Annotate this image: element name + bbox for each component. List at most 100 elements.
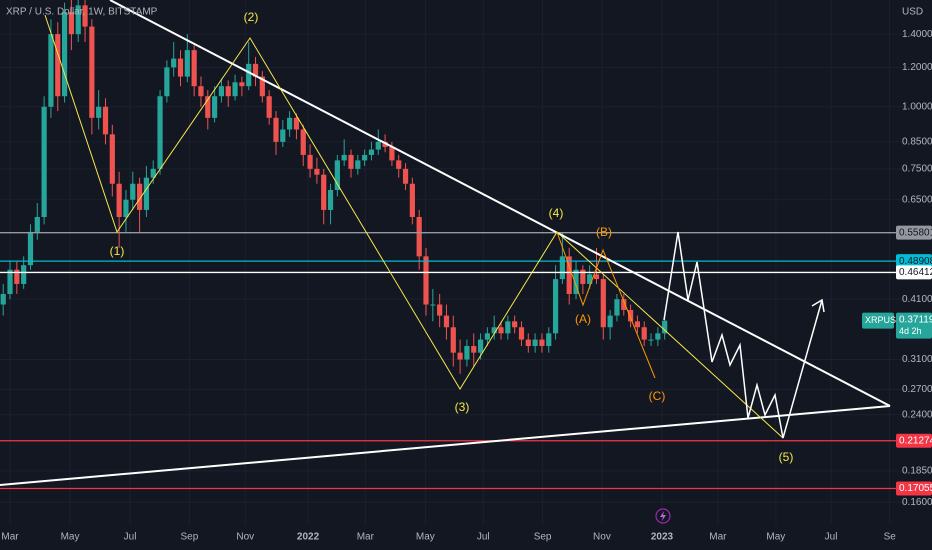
candle-body (655, 333, 661, 340)
candle-body (416, 217, 422, 257)
trend-line (109, 0, 891, 407)
candle-body (409, 183, 415, 218)
candle-body (143, 177, 150, 210)
candle-body (464, 346, 470, 360)
candle-body (259, 76, 265, 97)
candle-body (293, 117, 300, 130)
candle-body (341, 154, 347, 161)
candle-body (300, 129, 306, 155)
candle-body (600, 279, 606, 328)
candle-body (75, 5, 81, 35)
candle-body (102, 106, 109, 135)
candle-body (82, 5, 88, 27)
candle-body (593, 274, 600, 280)
candle-body (402, 168, 409, 184)
level-tag-label: 0.17055 (899, 483, 932, 494)
candle-body (21, 265, 27, 284)
candle-body (484, 333, 490, 340)
x-tick-label: 2023 (651, 532, 674, 543)
level-tag-label: 0.48908 (899, 256, 932, 267)
level-tag (896, 265, 932, 280)
event-icon[interactable] (655, 508, 671, 524)
candle-body (396, 160, 402, 169)
level-tag (896, 254, 932, 269)
candle-body (184, 50, 190, 77)
wave-label: (2) (244, 10, 259, 24)
candle-body (239, 82, 245, 87)
correction-line (556, 231, 656, 379)
symbol-label: XRPUSD (865, 315, 903, 325)
candle-body (212, 96, 218, 118)
wave-label: (3) (455, 400, 470, 414)
candle-body (662, 320, 668, 334)
x-tick-label: Nov (593, 532, 611, 543)
candle-body (512, 321, 518, 328)
candle-body (287, 117, 293, 130)
candle-body (477, 339, 484, 353)
candle-body (171, 58, 177, 68)
candle-body (627, 309, 634, 322)
candle-body (443, 315, 450, 328)
x-tick-label: Jul (124, 532, 137, 543)
candle-body (389, 146, 395, 161)
currency-label: USD (902, 7, 923, 18)
chart-title: XRP / U.S. Dollar, 1W, BITSTAMP (6, 7, 158, 18)
candle-body (471, 346, 477, 353)
x-tick-label: May (416, 532, 435, 543)
wave-line (44, 14, 784, 439)
candle-body (566, 256, 572, 294)
x-tick-label: Se (884, 532, 897, 543)
candle-body (368, 149, 375, 155)
candle-body (539, 339, 545, 347)
candle-body (621, 299, 627, 310)
candle-body (116, 183, 122, 218)
level-tag-label: 0.55801 (899, 227, 932, 238)
candle-body (334, 160, 340, 190)
last-price-label: 0.37119 (899, 314, 932, 325)
projection-arrow (811, 298, 825, 313)
level-tag (896, 433, 932, 448)
wave-label: (1) (110, 244, 125, 258)
level-tag-label: 0.46412 (899, 267, 932, 278)
candle-body (532, 339, 538, 347)
candle-body (498, 327, 504, 334)
projection-path (663, 231, 823, 439)
candle-body (55, 34, 61, 97)
candle-body (252, 63, 259, 77)
candle-body (27, 231, 34, 266)
candle-body (450, 327, 456, 353)
candle-body (362, 154, 368, 161)
candle-body (218, 86, 225, 97)
candle-body (552, 279, 559, 334)
countdown-label: 4d 2h (899, 326, 922, 336)
candle-body (205, 96, 211, 118)
candle-body (525, 339, 531, 347)
candle-body (505, 321, 511, 334)
wave-label: (A) (575, 312, 591, 326)
x-tick-label: Jul (825, 532, 838, 543)
wave-label: (4) (549, 206, 564, 220)
candle-body (518, 327, 525, 340)
candle-body (607, 315, 613, 328)
x-tick-label: Mar (709, 532, 727, 543)
candle-body (423, 256, 429, 305)
candle-body (321, 174, 327, 210)
candle-body (198, 86, 204, 97)
wave-labels: (1) (2) (3) (4) (5) (A) (B) (C) (110, 10, 794, 464)
candle-body (491, 327, 497, 334)
candle-body (314, 168, 320, 175)
trend-line (0, 405, 891, 486)
candle-body (327, 189, 334, 210)
level-tag (896, 481, 932, 496)
wave-label: (5) (779, 450, 794, 464)
candle-body (96, 106, 102, 118)
